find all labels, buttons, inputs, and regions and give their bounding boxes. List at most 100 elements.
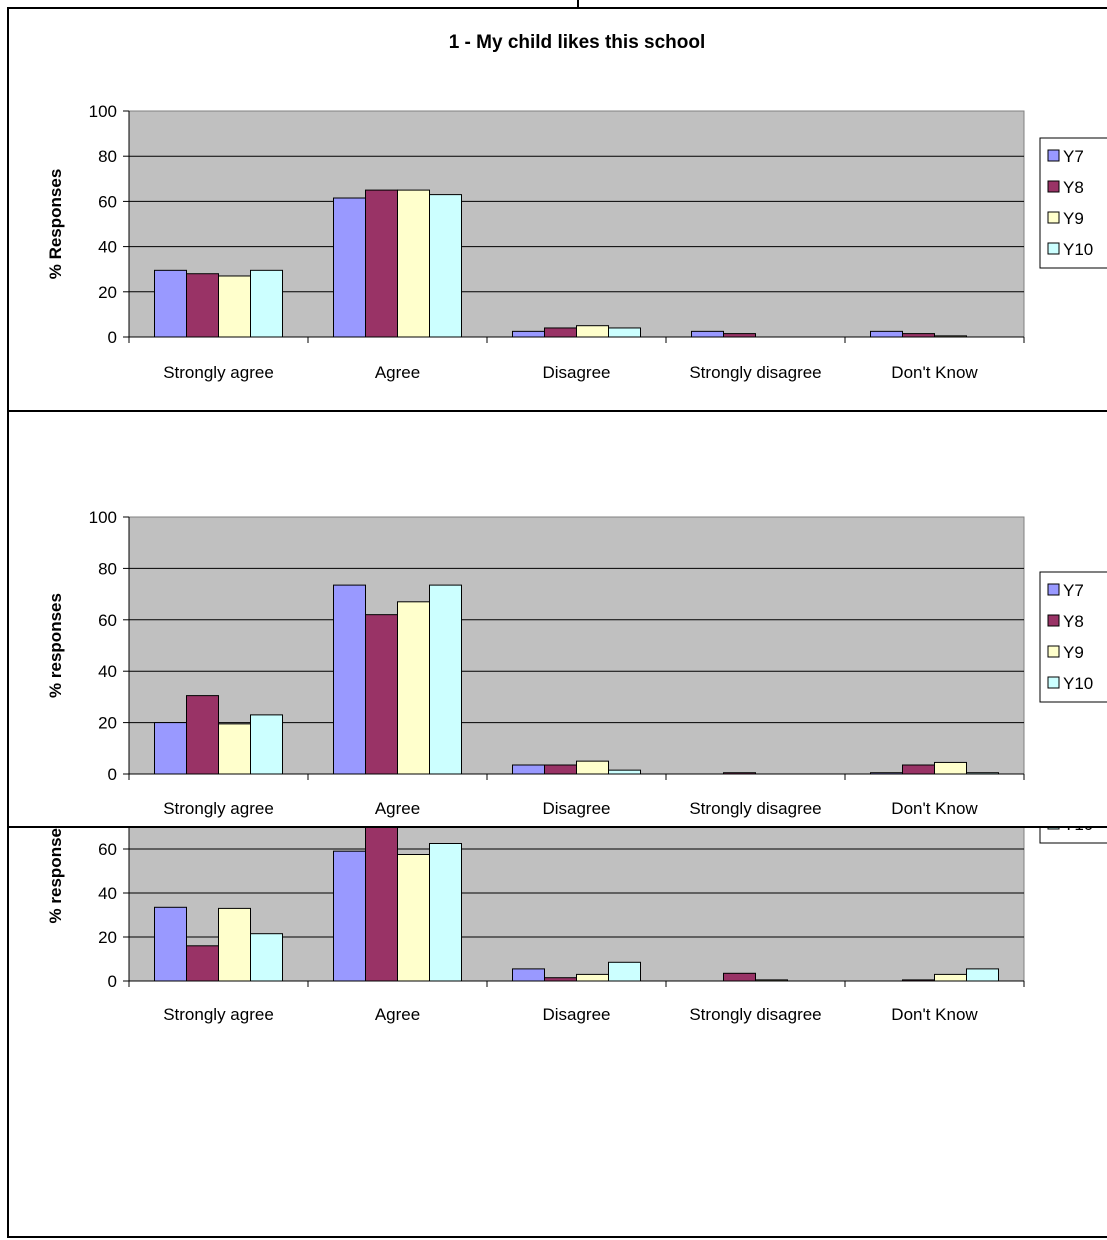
bar-y8-5: [902, 333, 935, 338]
bar-y9-2: [397, 601, 430, 775]
x-tick-label-4: Strongly disagree: [689, 1005, 821, 1024]
bar-y10-2: [429, 584, 462, 775]
chart-3-legend: [1039, 828, 1107, 844]
legend-label-y10: Y10: [1063, 240, 1093, 259]
legend-label-y7: Y7: [1063, 147, 1084, 166]
y-tick-label-0: 0: [108, 765, 117, 784]
y-tick-label-40: 40: [98, 662, 117, 681]
bar-y7-3: [512, 764, 545, 775]
bar-y7-2: [333, 850, 366, 982]
bar-y7-1: [154, 269, 187, 338]
bar-y8-4: [723, 772, 756, 775]
bar-y9-3: [576, 760, 609, 775]
chart-1-title: 1 - My child likes this school: [449, 32, 706, 53]
bar-y8-1: [186, 695, 219, 775]
x-tick-label-5: Don't Know: [891, 1005, 978, 1024]
bar-y9-1: [218, 723, 251, 775]
y-tick-label-80: 80: [98, 559, 117, 578]
legend-label-y8: Y8: [1063, 178, 1084, 197]
legend-label-y10: Y10: [1063, 674, 1093, 693]
bar-y10-3: [608, 961, 641, 982]
bar-y9-3: [576, 325, 609, 338]
bar-y8-1: [186, 945, 219, 982]
x-tick-label-2: Agree: [375, 1005, 420, 1024]
bar-y8-5: [902, 979, 935, 982]
legend-swatch-y9: [1047, 211, 1060, 224]
x-tick-label-1: Strongly agree: [163, 1005, 274, 1024]
y-tick-label-100: 100: [89, 508, 117, 527]
chart-2-y-axis-label: % responses: [46, 593, 65, 698]
chart-1-svg: 1 - My child likes this school 0 20 40 60 80 1…: [46, 32, 1107, 382]
bar-y7-1: [154, 722, 187, 775]
bar-y8-4: [723, 333, 756, 338]
chart-panel-3: 3 - My child is making good progress at …: [7, 826, 1107, 1238]
bar-y7-5: [870, 772, 903, 775]
chart-panel-1: 1 - My child likes this school 0 20 40 60 80 1…: [7, 7, 1107, 412]
bar-y9-5: [934, 761, 967, 775]
legend-label-y9: Y9: [1063, 643, 1084, 662]
bar-y10-1: [250, 714, 283, 775]
bar-y8-4: [723, 972, 756, 982]
chart-panel-2: 2 - My child was helped to settle in wel…: [7, 410, 1107, 828]
chart-3-svg: 3 - My child is making good progress at …: [46, 828, 1107, 1024]
bar-y10-1: [250, 269, 283, 338]
bar-y8-3: [544, 977, 577, 982]
legend-swatch-y7: [1047, 583, 1060, 596]
x-tick-label-4: Strongly disagree: [689, 799, 821, 818]
legend-swatch-y9: [1047, 645, 1060, 658]
legend-label-y9: Y9: [1063, 209, 1084, 228]
bar-y8-2: [365, 189, 398, 338]
top-divider: [577, 0, 579, 8]
x-tick-label-2: Agree: [375, 363, 420, 382]
bar-y7-1: [154, 906, 187, 982]
y-tick-label-20: 20: [98, 714, 117, 733]
y-tick-label-60: 60: [98, 840, 117, 859]
bar-y9-3: [576, 973, 609, 982]
x-tick-label-3: Disagree: [542, 799, 610, 818]
bar-y7-3: [512, 968, 545, 982]
legend-swatch-y10: [1047, 828, 1060, 830]
x-tick-label-4: Strongly disagree: [689, 363, 821, 382]
chart-3-y-axis-label: % responses: [46, 828, 65, 923]
bar-y7-4: [691, 330, 724, 338]
y-tick-label-0: 0: [108, 972, 117, 991]
bar-y9-4: [755, 979, 788, 982]
bar-y8-2: [365, 828, 398, 982]
x-tick-label-1: Strongly agree: [163, 363, 274, 382]
x-tick-label-3: Disagree: [542, 363, 610, 382]
y-tick-label-80: 80: [98, 147, 117, 166]
bar-y10-3: [608, 327, 641, 338]
bar-y8-3: [544, 327, 577, 338]
bar-y7-2: [333, 197, 366, 338]
y-tick-label-20: 20: [98, 928, 117, 947]
bar-y8-3: [544, 764, 577, 775]
y-tick-label-0: 0: [108, 328, 117, 347]
bar-y7-5: [870, 330, 903, 338]
bar-y9-1: [218, 275, 251, 338]
bar-y8-2: [365, 614, 398, 775]
legend-swatch-y8: [1047, 614, 1060, 627]
y-tick-label-100: 100: [89, 102, 117, 121]
y-tick-label-40: 40: [98, 238, 117, 257]
bar-y7-2: [333, 584, 366, 775]
x-tick-label-3: Disagree: [542, 1005, 610, 1024]
bar-y10-2: [429, 194, 462, 338]
legend-swatch-y10: [1047, 676, 1060, 689]
legend-swatch-y8: [1047, 180, 1060, 193]
bar-y8-5: [902, 764, 935, 775]
x-tick-label-5: Don't Know: [891, 799, 978, 818]
x-tick-label-5: Don't Know: [891, 363, 978, 382]
chart-2-svg: 2 - My child was helped to settle in wel…: [46, 508, 1107, 818]
bar-y7-3: [512, 330, 545, 338]
bar-y10-1: [250, 933, 283, 982]
y-tick-label-20: 20: [98, 283, 117, 302]
legend-label-y7: Y7: [1063, 581, 1084, 600]
legend-label-y10: Y10: [1063, 828, 1093, 834]
bar-y9-2: [397, 854, 430, 982]
bar-y10-2: [429, 843, 462, 982]
legend-swatch-y10: [1047, 242, 1060, 255]
x-tick-label-1: Strongly agree: [163, 799, 274, 818]
bar-y9-1: [218, 907, 251, 982]
y-tick-label-60: 60: [98, 611, 117, 630]
bar-y10-5: [966, 772, 999, 775]
